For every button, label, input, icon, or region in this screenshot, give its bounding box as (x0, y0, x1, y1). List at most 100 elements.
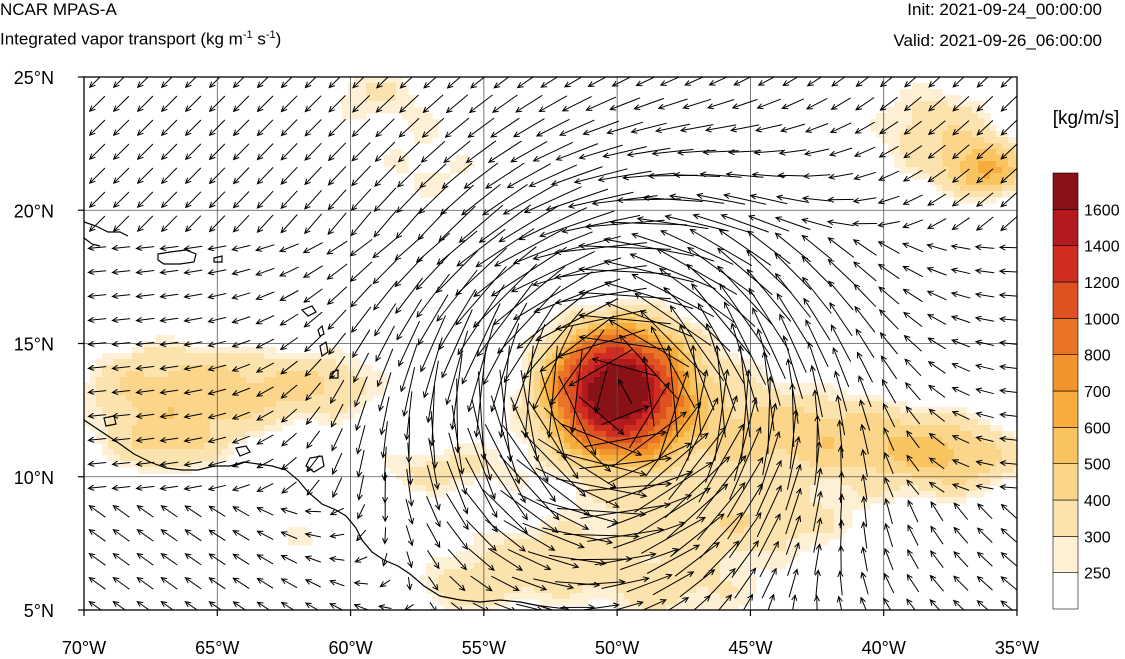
ivt-cell (156, 389, 163, 396)
ivt-vector (788, 568, 799, 598)
ivt-vector (767, 593, 775, 610)
ivt-cell (348, 377, 355, 384)
ivt-cell (558, 395, 565, 402)
ivt-vector (926, 218, 947, 230)
ivt-cell (480, 605, 487, 610)
ivt-cell (594, 323, 601, 330)
ivt-cell (630, 575, 637, 582)
ivt-cell (276, 407, 283, 414)
ivt-cell (948, 425, 955, 432)
ivt-cell (696, 587, 703, 594)
ivt-cell (528, 371, 535, 378)
ivt-cell (942, 419, 949, 426)
ivt-cell (564, 563, 571, 570)
ivt-vector (111, 340, 131, 347)
ivt-cell (534, 365, 541, 372)
ivt-cell (852, 473, 859, 480)
ivt-cell (672, 587, 679, 594)
ivt-cell (618, 335, 625, 342)
ivt-cell (216, 455, 223, 462)
ivt-cell (402, 101, 409, 108)
ivt-cell (834, 503, 841, 510)
ivt-cell (156, 341, 163, 348)
ivt-cell (666, 431, 673, 438)
ivt-cell (540, 551, 547, 558)
ivt-cell (624, 389, 631, 396)
ivt-cell (948, 437, 955, 444)
ivt-cell (198, 413, 205, 420)
ivt-vector (699, 511, 743, 559)
ivt-cell (768, 395, 775, 402)
ivt-cell (480, 563, 487, 570)
ivt-cell (570, 377, 577, 384)
ivt-vector (232, 553, 250, 565)
ivt-cell (504, 473, 511, 480)
ivt-vector (620, 548, 680, 571)
ivt-vector (686, 246, 755, 297)
ivt-cell (150, 341, 157, 348)
ivt-cell (480, 593, 487, 600)
ivt-vector (376, 348, 394, 388)
ivt-cell (894, 113, 901, 120)
ivt-cell (636, 311, 643, 318)
ivt-vector (720, 213, 769, 233)
ivt-cell (612, 395, 619, 402)
ivt-cell (120, 377, 127, 384)
ivt-cell (666, 335, 673, 342)
ivt-cell (714, 359, 721, 366)
ivt-cell (462, 551, 469, 558)
ivt-vector (159, 436, 179, 443)
ivt-cell (384, 101, 391, 108)
ivt-cell (264, 425, 271, 432)
ivt-cell (258, 413, 265, 420)
ivt-cell (924, 425, 931, 432)
ivt-cell (282, 365, 289, 372)
ivt-vector (855, 328, 875, 358)
ivt-cell (624, 605, 631, 610)
ivt-vector (231, 411, 250, 420)
ivt-cell (570, 581, 577, 588)
ivt-cell (558, 425, 565, 432)
ivt-cell (144, 359, 151, 366)
ivt-cell (438, 491, 445, 498)
ivt-cell (222, 419, 229, 426)
ivt-cell (546, 557, 553, 564)
ivt-cell (690, 323, 697, 330)
ivt-cell (588, 509, 595, 516)
ivt-cell (588, 419, 595, 426)
ivt-cell (594, 365, 601, 372)
ivt-cell (708, 347, 715, 354)
ivt-cell (186, 449, 193, 456)
ivt-cell (672, 359, 679, 366)
ivt-cell (768, 557, 775, 564)
ivt-cell (654, 575, 661, 582)
ivt-cell (720, 551, 727, 558)
ivt-cell (228, 389, 235, 396)
ivt-cell (954, 497, 961, 504)
ivt-cell (366, 83, 373, 90)
ivt-cell (582, 431, 589, 438)
ivt-cell (588, 551, 595, 558)
ivt-cell (738, 359, 745, 366)
ivt-cell (654, 563, 661, 570)
ivt-cell (582, 311, 589, 318)
ivt-cell (960, 191, 967, 198)
ivt-cell (540, 401, 547, 408)
ivt-vector (473, 246, 537, 298)
ivt-vector (429, 385, 436, 447)
ivt-vector (837, 445, 844, 481)
ivt-cell (468, 569, 475, 576)
ivt-cell (798, 545, 805, 552)
ivt-cell (840, 515, 847, 522)
ivt-cell (1008, 431, 1015, 438)
ivt-cell (906, 131, 913, 138)
ivt-cell (882, 485, 889, 492)
ivt-cell (624, 335, 631, 342)
ivt-cell (366, 383, 373, 390)
ivt-cell (486, 467, 493, 474)
ivt-cell (852, 407, 859, 414)
ivt-cell (594, 521, 601, 528)
ivt-cell (594, 539, 601, 546)
ivt-cell (354, 389, 361, 396)
ivt-cell (168, 461, 175, 468)
